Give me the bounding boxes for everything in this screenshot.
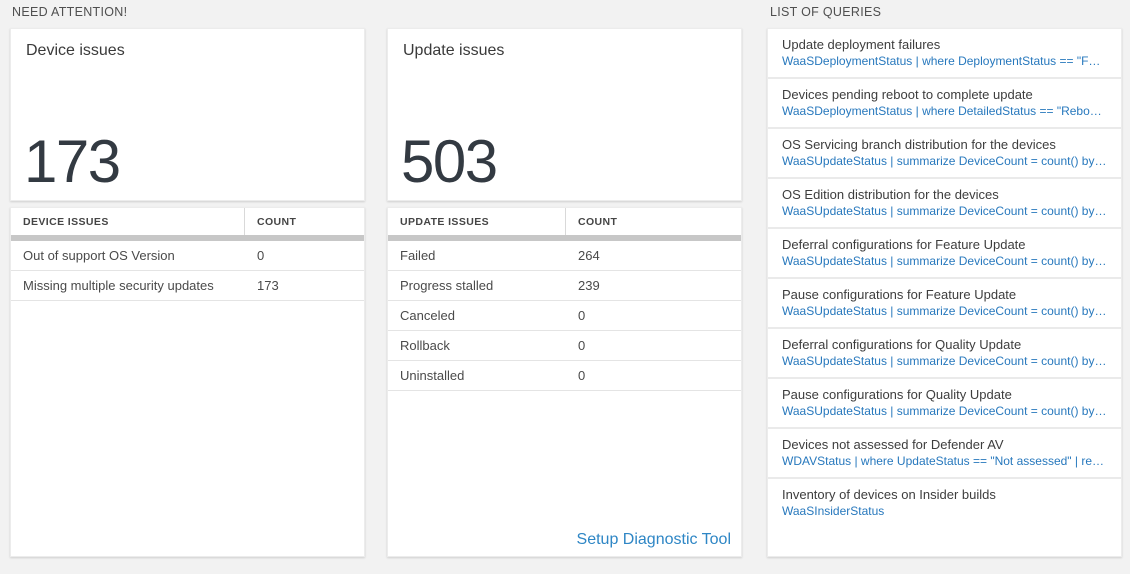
issue-label: Canceled [400,308,455,323]
query-text[interactable]: WaaSDeploymentStatus | where DetailedSta… [782,104,1107,118]
table-scrollbar[interactable] [11,235,364,241]
issue-label: Uninstalled [400,368,465,383]
query-text[interactable]: WaaSUpdateStatus | summarize DeviceCount… [782,404,1107,418]
issue-count: 264 [578,248,600,263]
issue-label: Out of support OS Version [23,248,175,263]
query-title: OS Edition distribution for the devices [782,187,999,202]
query-title: Deferral configurations for Quality Upda… [782,337,1022,352]
query-list-item[interactable]: Devices not assessed for Defender AV WDA… [768,429,1121,479]
query-list-item[interactable]: Inventory of devices on Insider builds W… [768,479,1121,527]
device-issues-count: 173 [24,128,121,195]
table-row[interactable]: Failed 264 [388,241,741,271]
query-title: Devices pending reboot to complete updat… [782,87,1033,102]
queries-panel: Update deployment failures WaaSDeploymen… [767,28,1122,557]
query-title: Pause configurations for Quality Update [782,387,1012,402]
table-scrollbar[interactable] [388,235,741,241]
issue-label: Progress stalled [400,278,494,293]
column-header-count: COUNT [257,215,297,228]
device-issues-card[interactable]: Device issues 173 [10,28,365,201]
update-issues-card[interactable]: Update issues 503 [387,28,742,201]
query-text[interactable]: WaaSDeploymentStatus | where DeploymentS… [782,54,1107,68]
query-title: Devices not assessed for Defender AV [782,437,1004,452]
issue-count: 239 [578,278,600,293]
table-row[interactable]: Uninstalled 0 [388,361,741,391]
device-issues-table: DEVICE ISSUES COUNT Out of support OS Ve… [10,207,365,557]
issue-count: 0 [578,368,586,383]
query-list-item[interactable]: Devices pending reboot to complete updat… [768,79,1121,129]
table-header: UPDATE ISSUES COUNT [388,208,741,235]
update-issues-count: 503 [401,128,498,195]
issue-label: Failed [400,248,436,263]
table-header: DEVICE ISSUES COUNT [11,208,364,235]
query-text[interactable]: WaaSInsiderStatus [782,504,885,518]
query-list-item[interactable]: OS Edition distribution for the devices … [768,179,1121,229]
query-text[interactable]: WaaSUpdateStatus | summarize DeviceCount… [782,354,1107,368]
table-row[interactable]: Canceled 0 [388,301,741,331]
table-row[interactable]: Out of support OS Version 0 [11,241,364,271]
issue-count: 0 [578,308,586,323]
list-of-queries-heading: LIST OF QUERIES [770,5,882,19]
query-title: Inventory of devices on Insider builds [782,487,996,502]
query-text[interactable]: WDAVStatus | where UpdateStatus == "Not … [782,454,1107,468]
column-header-count: COUNT [578,215,618,228]
query-title: Pause configurations for Feature Update [782,287,1017,302]
query-text[interactable]: WaaSUpdateStatus | summarize DeviceCount… [782,254,1107,268]
update-issues-table: UPDATE ISSUES COUNT Failed 264 Progress … [387,207,742,557]
query-text[interactable]: WaaSUpdateStatus | summarize DeviceCount… [782,204,1107,218]
table-row[interactable]: Rollback 0 [388,331,741,361]
issue-label: Missing multiple security updates [23,278,214,293]
issue-count: 173 [257,278,279,293]
query-title: Deferral configurations for Feature Upda… [782,237,1026,252]
table-row[interactable]: Missing multiple security updates 173 [11,271,364,301]
query-title: Update deployment failures [782,37,941,52]
column-header-device-issues: DEVICE ISSUES [11,208,245,235]
update-issues-title: Update issues [403,42,505,59]
device-issues-title: Device issues [26,42,125,59]
issue-count: 0 [578,338,586,353]
setup-diagnostic-tool-link[interactable]: Setup Diagnostic Tool [576,531,731,548]
query-list-item[interactable]: OS Servicing branch distribution for the… [768,129,1121,179]
column-header-update-issues: UPDATE ISSUES [388,208,566,235]
issue-label: Rollback [400,338,450,353]
query-list-item[interactable]: Update deployment failures WaaSDeploymen… [768,29,1121,79]
query-text[interactable]: WaaSUpdateStatus | summarize DeviceCount… [782,304,1107,318]
query-list-item[interactable]: Pause configurations for Quality Update … [768,379,1121,429]
query-list-item[interactable]: Deferral configurations for Feature Upda… [768,229,1121,279]
need-attention-heading: NEED ATTENTION! [12,5,128,19]
query-list-item[interactable]: Deferral configurations for Quality Upda… [768,329,1121,379]
issue-count: 0 [257,248,265,263]
query-text[interactable]: WaaSUpdateStatus | summarize DeviceCount… [782,154,1107,168]
query-list-item[interactable]: Pause configurations for Feature Update … [768,279,1121,329]
query-title: OS Servicing branch distribution for the… [782,137,1056,152]
table-row[interactable]: Progress stalled 239 [388,271,741,301]
